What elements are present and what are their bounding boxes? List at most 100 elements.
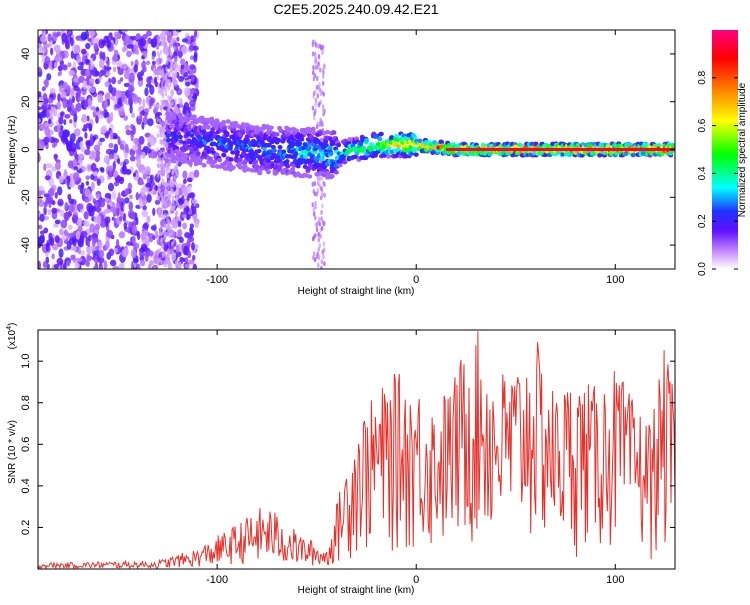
spectrogram-cell <box>159 49 163 55</box>
spectrogram-cell <box>57 124 61 133</box>
spectrogram-cell <box>38 185 45 191</box>
spectrogram-cell <box>162 168 165 174</box>
spectrogram-cell <box>188 259 195 265</box>
spectrogram-cell <box>54 235 60 244</box>
spectrogram-cell <box>44 78 49 88</box>
spectrogram-cell <box>43 136 50 144</box>
spectrogram-cell <box>157 210 160 216</box>
spectrogram-cell <box>115 238 120 249</box>
spectrogram-cell <box>173 175 177 181</box>
y-tick-label: 0 <box>20 146 32 152</box>
spectrogram-cell <box>167 30 170 36</box>
spectrogram-cell <box>180 58 186 66</box>
spectrogram-cell <box>364 138 370 143</box>
spectrogram-cell <box>162 209 169 216</box>
spectrogram-cell <box>313 251 316 257</box>
spectrogram-cell <box>121 93 125 102</box>
spectrogram-cell <box>77 136 84 143</box>
spectrogram-cell <box>118 176 124 185</box>
spectrogram-cell <box>149 98 154 107</box>
spectrogram-cell <box>173 137 179 142</box>
spectrogram-cell <box>60 219 68 229</box>
spectrogram-cell <box>69 119 73 124</box>
spectrogram-cell <box>177 229 182 238</box>
spectrogram-cell <box>400 140 406 145</box>
spectrogram-cell <box>329 173 335 179</box>
spectrogram-cell <box>163 250 166 256</box>
spectrogram-cell <box>118 216 123 222</box>
spectrogram-cell <box>322 241 326 247</box>
spectrogram-cell <box>320 209 323 215</box>
spectrogram-cell <box>68 203 75 213</box>
spectrogram-cell <box>121 63 128 70</box>
spectrogram-cell <box>177 97 182 104</box>
spectrogram-cell <box>192 263 197 269</box>
spectrogram-cell <box>121 30 129 33</box>
spectrogram-cell <box>194 203 200 209</box>
spectrogram-cell <box>321 192 324 198</box>
spectrogram-cell <box>312 76 316 82</box>
spectrogram-cell <box>320 175 324 181</box>
snr-y-multiplier: (x104) <box>6 323 18 350</box>
spectrogram-cell <box>311 105 315 111</box>
spectrogram-cell <box>103 155 111 164</box>
spectrogram-cell <box>156 156 160 162</box>
spectrogram-cell <box>361 155 367 160</box>
spectrogram-cell <box>161 164 165 170</box>
spectrogram-cell <box>157 35 160 41</box>
spectrogram-cell <box>175 79 178 85</box>
spectrogram-cell <box>190 80 197 86</box>
spectrogram-cell <box>45 256 50 264</box>
spectrogram-cell <box>152 60 156 65</box>
spectrogram-cell <box>167 95 170 101</box>
spectrogram-cell <box>62 82 67 90</box>
spectrogram-cell <box>136 263 141 269</box>
spectrogram-cell <box>175 172 179 178</box>
spectrogram-cell <box>150 225 157 231</box>
spectrogram-cell <box>121 46 126 53</box>
spectrogram-cell <box>117 68 124 75</box>
spectrogram-cell <box>171 251 175 257</box>
spectrogram-cell <box>44 127 51 137</box>
spectrogram-cell <box>139 110 146 116</box>
spectrogram-cell <box>294 129 300 134</box>
spectrogram-cell <box>173 55 178 63</box>
spectrogram-cell <box>104 92 111 102</box>
spectrogram-cell <box>44 175 51 181</box>
spectrogram-cell <box>145 83 152 88</box>
spectrogram-cell <box>174 221 177 227</box>
spectrogram-cell <box>76 203 84 210</box>
x-tick-label: 100 <box>606 274 624 286</box>
spectrogram-cell <box>153 76 158 84</box>
spectrogram-cell <box>310 142 316 147</box>
spectrogram-cell <box>295 164 301 169</box>
spectrogram-cell <box>184 71 188 78</box>
spectrogram-cell <box>128 201 134 211</box>
spectrogram-cell <box>265 169 271 175</box>
spectrogram-cell <box>323 63 326 69</box>
spectrogram-cell <box>46 73 52 81</box>
spectrogram-cell <box>164 91 168 97</box>
spectrogram-cell <box>81 115 88 124</box>
spectrogram-cell <box>317 246 320 252</box>
spectrogram-cell <box>48 177 55 187</box>
spectrogram-cell <box>89 86 96 94</box>
spectrogram-cell <box>85 180 90 186</box>
spectrogram-cell <box>38 112 45 118</box>
spectrogram-cell <box>285 132 291 137</box>
spectrogram-cell <box>413 152 419 157</box>
spectrogram-cell <box>321 49 324 55</box>
spectrogram-cell <box>314 204 317 210</box>
spectrogram-cell <box>377 132 383 137</box>
spectrogram-cell <box>630 152 636 158</box>
spectrogram-cell <box>311 181 315 187</box>
spectrogram-cell <box>74 262 80 269</box>
spectrogram-cell <box>314 215 317 221</box>
spectrogram-cell <box>184 63 190 73</box>
spectrogram-cell <box>163 223 166 229</box>
colorbar-tick-label: 0.8 <box>697 70 708 84</box>
spectrogram-cell <box>66 85 71 94</box>
spectrogram-cell <box>314 101 317 107</box>
spectrogram-cell <box>106 229 114 238</box>
spectrogram-cell <box>175 217 178 223</box>
